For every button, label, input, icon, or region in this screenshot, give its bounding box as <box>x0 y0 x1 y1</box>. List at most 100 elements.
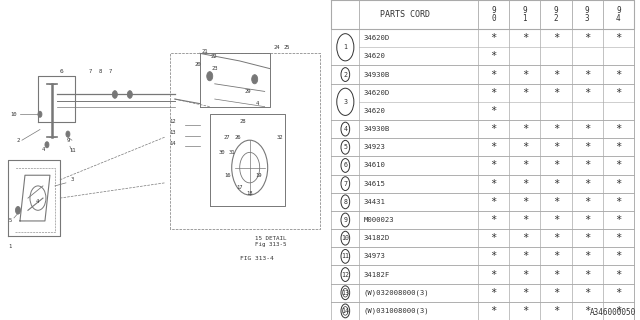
Text: 14: 14 <box>341 308 349 314</box>
Text: 3: 3 <box>70 177 74 182</box>
Text: PARTS CORD: PARTS CORD <box>380 10 429 19</box>
Text: *: * <box>490 69 497 80</box>
Text: *: * <box>522 160 528 171</box>
Text: 10: 10 <box>341 235 349 241</box>
Text: *: * <box>553 269 559 280</box>
Text: *: * <box>553 233 559 243</box>
Text: 11: 11 <box>70 148 76 153</box>
Text: *: * <box>522 306 528 316</box>
Text: 3: 3 <box>585 14 589 23</box>
Text: 34182F: 34182F <box>364 272 390 277</box>
Text: 23: 23 <box>211 66 218 71</box>
Text: 2: 2 <box>343 72 348 77</box>
Text: *: * <box>490 252 497 261</box>
Text: *: * <box>522 288 528 298</box>
Text: *: * <box>553 142 559 152</box>
Text: *: * <box>553 160 559 171</box>
Text: *: * <box>615 288 621 298</box>
Circle shape <box>127 91 132 98</box>
Text: *: * <box>584 215 590 225</box>
Text: 4: 4 <box>42 147 45 152</box>
Text: *: * <box>584 88 590 98</box>
Text: *: * <box>522 269 528 280</box>
Text: 34182D: 34182D <box>364 235 390 241</box>
Text: A346000050: A346000050 <box>589 308 636 317</box>
Text: 18: 18 <box>246 191 253 196</box>
Text: *: * <box>553 215 559 225</box>
Text: *: * <box>553 69 559 80</box>
Text: *: * <box>615 124 621 134</box>
Text: *: * <box>553 252 559 261</box>
Text: 34615: 34615 <box>364 180 385 187</box>
Text: *: * <box>584 179 590 188</box>
Text: 9: 9 <box>554 6 558 15</box>
Text: *: * <box>522 215 528 225</box>
Circle shape <box>45 142 49 148</box>
Text: 13: 13 <box>170 130 176 135</box>
Text: (W)032008000(3): (W)032008000(3) <box>364 290 429 296</box>
Text: *: * <box>522 124 528 134</box>
Circle shape <box>38 111 42 117</box>
Text: *: * <box>584 33 590 43</box>
Text: *: * <box>490 106 497 116</box>
Text: *: * <box>522 33 528 43</box>
Text: 27: 27 <box>223 135 230 140</box>
Text: *: * <box>584 252 590 261</box>
Text: *: * <box>553 88 559 98</box>
Text: 5: 5 <box>8 219 12 223</box>
Text: 4: 4 <box>35 199 38 204</box>
Text: 3: 3 <box>343 99 348 105</box>
Text: *: * <box>584 142 590 152</box>
Text: *: * <box>522 179 528 188</box>
Text: *: * <box>490 33 497 43</box>
Text: 34620D: 34620D <box>364 90 390 96</box>
Text: 9: 9 <box>67 138 70 143</box>
Text: *: * <box>490 233 497 243</box>
Text: 7: 7 <box>88 69 92 74</box>
Text: 10: 10 <box>11 112 17 117</box>
Text: 34930B: 34930B <box>364 126 390 132</box>
Text: 1: 1 <box>343 44 348 50</box>
Circle shape <box>207 72 212 81</box>
Text: 34620: 34620 <box>364 53 385 60</box>
Text: *: * <box>615 142 621 152</box>
Circle shape <box>66 131 70 137</box>
Text: 12: 12 <box>170 119 176 124</box>
Text: 9: 9 <box>492 6 496 15</box>
Text: 21: 21 <box>202 49 208 54</box>
Text: *: * <box>584 288 590 298</box>
Text: 34610: 34610 <box>364 163 385 168</box>
Text: *: * <box>553 124 559 134</box>
Text: *: * <box>615 33 621 43</box>
Text: *: * <box>615 306 621 316</box>
Text: 22: 22 <box>211 54 217 59</box>
Text: 30: 30 <box>218 150 225 155</box>
Text: *: * <box>615 269 621 280</box>
Text: *: * <box>490 124 497 134</box>
Text: *: * <box>615 69 621 80</box>
Text: 25: 25 <box>284 45 290 50</box>
Text: *: * <box>553 288 559 298</box>
Text: 8: 8 <box>343 199 348 205</box>
Text: FIG 313-4: FIG 313-4 <box>240 256 273 261</box>
Text: *: * <box>584 69 590 80</box>
Text: 12: 12 <box>341 272 349 277</box>
Text: 9: 9 <box>585 6 589 15</box>
Text: *: * <box>490 288 497 298</box>
Text: *: * <box>584 197 590 207</box>
Text: 32: 32 <box>276 135 283 140</box>
Text: *: * <box>490 88 497 98</box>
Text: 17: 17 <box>236 185 243 190</box>
Text: *: * <box>553 33 559 43</box>
Text: 34930B: 34930B <box>364 72 390 77</box>
Text: 28: 28 <box>239 119 246 124</box>
Text: *: * <box>615 160 621 171</box>
Text: *: * <box>522 252 528 261</box>
Text: 15 DETAIL
Fig 313-5: 15 DETAIL Fig 313-5 <box>255 236 286 247</box>
Text: *: * <box>490 269 497 280</box>
Text: *: * <box>584 160 590 171</box>
Text: 7: 7 <box>343 180 348 187</box>
Text: *: * <box>615 88 621 98</box>
Text: 9: 9 <box>616 6 621 15</box>
Text: 4: 4 <box>343 126 348 132</box>
